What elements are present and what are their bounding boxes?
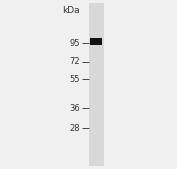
Text: 28: 28: [69, 124, 80, 133]
Text: 36: 36: [69, 104, 80, 113]
Text: kDa: kDa: [62, 6, 80, 16]
Text: 55: 55: [70, 75, 80, 84]
Bar: [89, 3, 104, 166]
Bar: [90, 38, 102, 45]
Text: 95: 95: [70, 39, 80, 48]
Text: 72: 72: [69, 57, 80, 66]
